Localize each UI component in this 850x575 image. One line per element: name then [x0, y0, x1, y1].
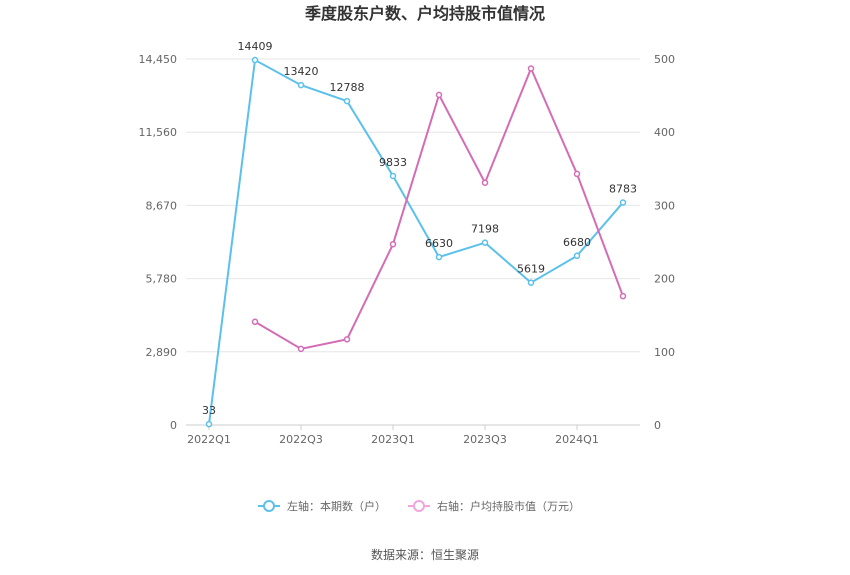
data-point[interactable] [527, 279, 535, 286]
data-label: 33 [202, 404, 216, 417]
data-label: 12788 [330, 81, 365, 94]
data-point[interactable] [435, 91, 443, 99]
x-tick-label: 2023Q1 [371, 433, 415, 446]
data-point[interactable] [619, 199, 627, 206]
x-axis: 2022Q1 2022Q3 2023Q1 2023Q3 2024Q1 [187, 425, 599, 446]
legend-item-holders[interactable]: 左轴：本期数（户） [258, 499, 386, 513]
data-label: 8783 [609, 183, 637, 196]
right-tick-label: 400 [654, 126, 675, 139]
series-line [254, 65, 624, 350]
legend-label-value: 右轴：户均持股市值（万元） [437, 499, 580, 513]
data-point[interactable] [251, 56, 259, 64]
data-point[interactable] [481, 179, 489, 186]
data-label: 9833 [379, 156, 407, 169]
data-label: 5619 [517, 263, 545, 276]
series-value [251, 65, 627, 353]
legend-label-holders: 左轴：本期数（户） [287, 499, 386, 513]
source-note: 数据来源：恒生聚源 [371, 547, 479, 562]
data-point[interactable] [389, 240, 397, 248]
data-point[interactable] [251, 318, 259, 326]
data-point[interactable] [573, 170, 581, 178]
data-point[interactable] [343, 336, 351, 343]
data-point[interactable] [297, 345, 305, 353]
right-axis: 0 100 200 300 400 500 [654, 53, 675, 432]
series-line [208, 58, 624, 425]
data-point[interactable] [389, 172, 397, 180]
data-label: 13420 [284, 65, 319, 78]
right-tick-label: 0 [654, 419, 661, 432]
grid [186, 58, 640, 426]
data-point[interactable] [619, 292, 627, 300]
data-point[interactable] [343, 97, 351, 105]
chart-title: 季度股东户数、户均持股市值情况 [304, 4, 545, 23]
legend-marker-value [413, 500, 425, 512]
data-label: 6630 [425, 237, 453, 250]
x-tick-label: 2022Q1 [187, 433, 231, 446]
data-point[interactable] [527, 65, 535, 72]
legend-item-value[interactable]: 右轴：户均持股市值（万元） [408, 499, 580, 513]
data-point[interactable] [205, 420, 213, 428]
data-point[interactable] [435, 253, 443, 261]
x-tick-label: 2023Q3 [463, 433, 507, 446]
right-tick-label: 100 [654, 346, 675, 359]
left-tick-label: 0 [170, 419, 177, 432]
x-tick-label: 2024Q1 [555, 433, 599, 446]
legend-marker-holders [263, 500, 275, 512]
right-tick-label: 200 [654, 273, 675, 286]
data-label: 14409 [238, 40, 273, 53]
data-label: 6680 [563, 236, 591, 249]
left-tick-label: 14,450 [139, 53, 178, 66]
series-layer: 33 14409 13420 12788 9833 6630 7198 5619 6680 878… [202, 40, 637, 428]
left-tick-label: 11,560 [139, 126, 178, 139]
left-tick-label: 5,780 [146, 273, 178, 286]
legend: 左轴：本期数（户） 右轴：户均持股市值（万元） [258, 499, 580, 513]
left-axis: 0 2,890 5,780 8,670 11,560 14,450 [139, 53, 178, 432]
data-point[interactable] [481, 239, 489, 246]
x-tick-label: 2022Q3 [279, 433, 323, 446]
data-label: 7198 [471, 223, 499, 236]
data-point[interactable] [573, 252, 581, 260]
series-holders: 33 14409 13420 12788 9833 6630 7198 5619 6680 878… [202, 40, 637, 428]
left-tick-label: 2,890 [146, 346, 178, 359]
left-tick-label: 8,670 [146, 199, 178, 212]
data-point[interactable] [297, 81, 305, 89]
right-tick-label: 300 [654, 199, 675, 212]
right-tick-label: 500 [654, 53, 675, 66]
